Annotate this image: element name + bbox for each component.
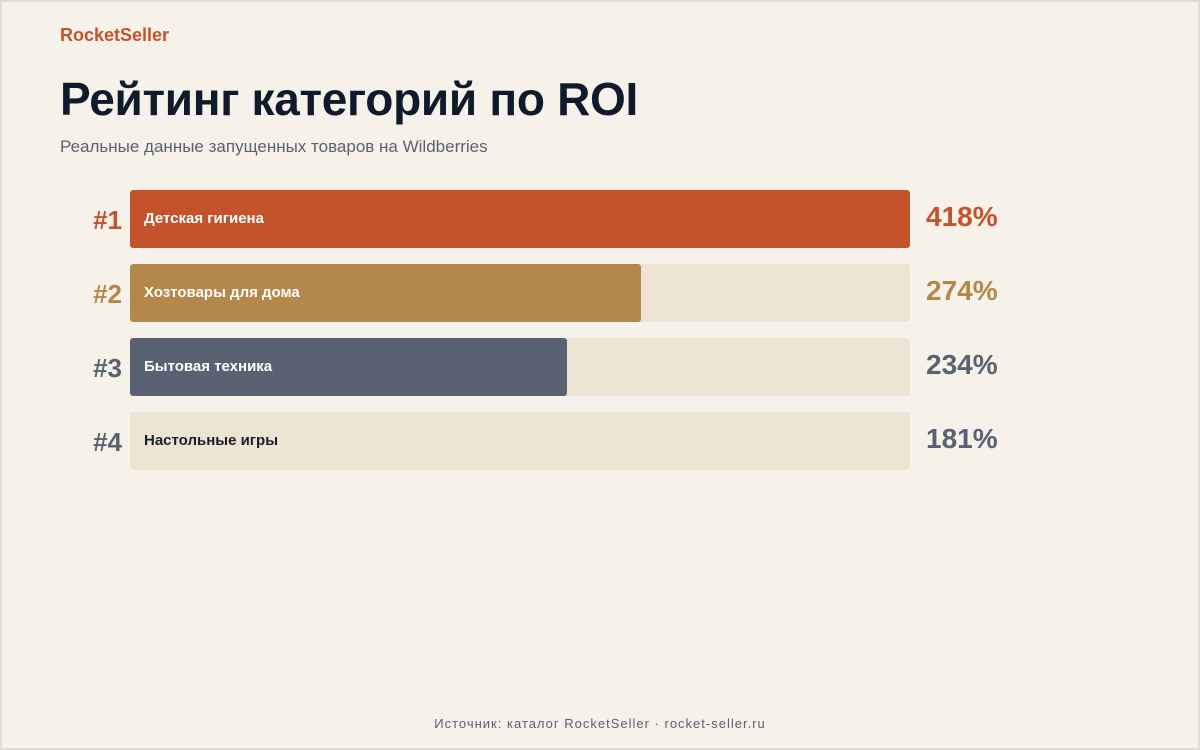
chart-row: #3 Бытовая техника 234%	[0, 338, 1200, 396]
category-label: Бытовая техника	[144, 358, 273, 375]
category-label: Хозтовары для дома	[144, 284, 300, 301]
rank-label: #1	[93, 205, 122, 235]
bar	[130, 412, 468, 470]
rank-label: #4	[93, 427, 122, 457]
rank-label: #3	[93, 353, 122, 383]
bar-track: Детская гигиена	[130, 190, 910, 248]
value-label: 418%	[926, 201, 998, 232]
chart-row: #1 Детская гигиена 418%	[0, 190, 1200, 248]
value-label: 181%	[926, 423, 998, 454]
bar-track: Хозтовары для дома	[130, 264, 910, 322]
rank-label: #2	[93, 279, 122, 309]
bar-track: Бытовая техника	[130, 338, 910, 396]
bar-track: Настольные игры	[130, 412, 910, 470]
source-footer: Источник: каталог RocketSeller · rocket-…	[434, 716, 766, 731]
chart-row: #4 Настольные игры 181%	[0, 412, 1200, 470]
bar	[130, 264, 641, 322]
page-title: Рейтинг категорий по ROI	[60, 73, 638, 125]
page-subtitle: Реальные данные запущенных товаров на Wi…	[60, 137, 488, 156]
chart-row: #2 Хозтовары для дома 274%	[0, 264, 1200, 322]
bar	[130, 338, 567, 396]
bar	[130, 190, 910, 248]
value-label: 274%	[926, 275, 998, 306]
brand-logo: RocketSeller	[60, 25, 170, 45]
category-label: Настольные игры	[144, 432, 279, 449]
category-label: Детская гигиена	[144, 210, 264, 227]
value-label: 234%	[926, 349, 998, 380]
